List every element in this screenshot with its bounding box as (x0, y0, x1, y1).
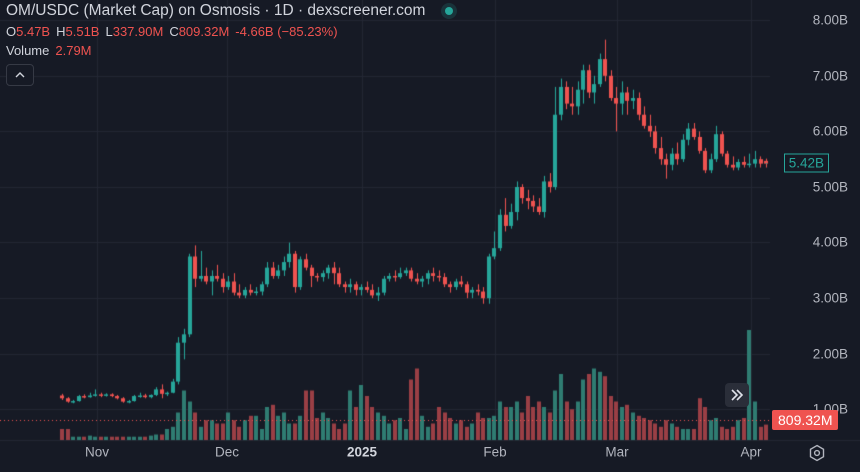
time-tick-label: Feb (483, 444, 507, 460)
time-tick-label: Nov (84, 444, 110, 460)
collapse-legend-button[interactable] (6, 64, 34, 86)
chevron-up-icon (15, 72, 25, 78)
chart-title: OM/USDC (Market Cap) on Osmosis · 1D · d… (6, 2, 426, 19)
price-tick-label: 2.00B (812, 346, 848, 362)
price-tick-label: 8.00B (812, 12, 848, 28)
time-tick-label: Mar (605, 444, 629, 460)
volume-row: Volume 2.79M (6, 41, 453, 60)
chart-settings-button[interactable] (808, 444, 826, 462)
ohlc-values: O 5.47B H 5.51B L 337.90M C 809.32M -4.6… (6, 22, 453, 41)
change-value: -4.66B (−85.23%) (235, 24, 338, 39)
price-tick-label: 5.00B (812, 179, 848, 195)
time-tick-label: Apr (740, 444, 762, 460)
scroll-to-realtime-button[interactable] (725, 383, 749, 407)
chart-title-row: OM/USDC (Market Cap) on Osmosis · 1D · d… (6, 0, 454, 22)
price-tick-label: 7.00B (812, 68, 848, 84)
volume-label: Volume (6, 43, 50, 58)
time-tick-label: 2025 (346, 444, 378, 460)
open-label: O (6, 24, 17, 39)
time-tick-label: Dec (214, 444, 240, 460)
volume-price-label: 809.32M (772, 410, 839, 430)
double-chevron-right-icon (731, 389, 744, 401)
low-label: L (105, 24, 113, 39)
low-value: 337.90M (112, 24, 164, 39)
high-value: 5.51B (65, 24, 100, 39)
price-tick-label: 3.00B (812, 290, 848, 306)
price-tick-label: 4.00B (812, 234, 848, 250)
live-status-icon (445, 7, 454, 15)
close-value: 809.32M (178, 24, 230, 39)
volume-value: 2.79M (55, 43, 92, 58)
chart-legend: OM/USDC (Market Cap) on Osmosis · 1D · d… (6, 0, 454, 86)
open-value: 5.47B (16, 24, 51, 39)
gear-icon (809, 444, 825, 462)
last-price-label: 5.42B (783, 153, 829, 173)
high-label: H (56, 24, 66, 39)
close-label: C (169, 24, 179, 39)
price-tick-label: 6.00B (812, 123, 848, 139)
